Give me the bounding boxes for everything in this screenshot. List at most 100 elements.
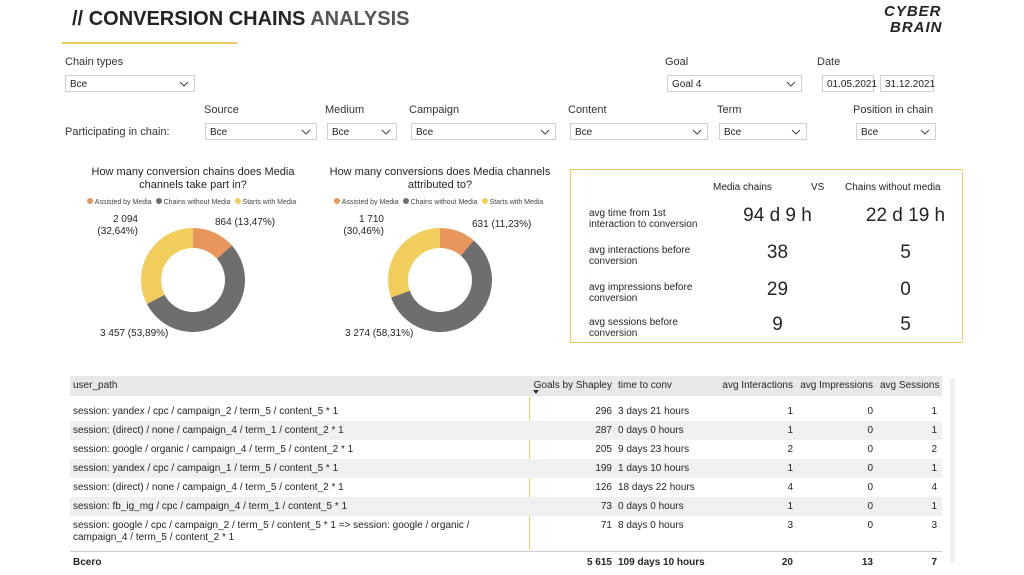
total-line: [70, 551, 942, 552]
legend-item: Starts with Media: [481, 198, 544, 206]
row-bg: [70, 421, 942, 440]
chevron: [301, 129, 311, 135]
data-label: 631 (11,23%): [472, 219, 532, 230]
table-cell[interactable]: session: google / organic / campaign_4 /…: [73, 444, 354, 455]
donut-slice: [146, 245, 245, 332]
table-cell[interactable]: session: (direct) / none / campaign_4 / …: [73, 482, 344, 493]
donut: [141, 228, 245, 332]
table-cell[interactable]: session: google / cpc / campaign_2 / ter…: [73, 520, 470, 543]
row-bg: [70, 497, 942, 516]
table-cell: 1: [931, 463, 937, 474]
total-cell: 109 days 10 hours: [618, 557, 705, 568]
chart-title: How many conversion chains does Media ch…: [91, 166, 295, 191]
scrollbar[interactable]: [950, 378, 955, 563]
legend-text: Starts with Media: [242, 199, 297, 206]
table-header-bg: [70, 376, 942, 396]
legend-swatch: [155, 198, 162, 204]
filter-label: Chain types: [65, 56, 124, 68]
kpi-header: Media chains: [713, 182, 772, 193]
legend-item: Starts with Media: [234, 198, 297, 206]
table-cell: 205: [595, 444, 612, 455]
kpi-value: 38: [766, 242, 789, 263]
donut-slice: [388, 228, 440, 298]
kpi-header: VS: [811, 182, 825, 193]
table-cell[interactable]: session: yandex / cpc / campaign_1 / ter…: [73, 463, 339, 474]
table-cell: 0 days 0 hours: [618, 425, 684, 436]
title-main: CONVERSION CHAINS: [88, 8, 306, 30]
table-cell: 18 days 22 hours: [618, 482, 695, 493]
donut-slice: [391, 240, 492, 332]
table-cell[interactable]: session: fb_ig_mg / cpc / campaign_4 / t…: [73, 501, 348, 512]
dropdown[interactable]: Все: [327, 123, 397, 140]
dropdown[interactable]: Все: [65, 75, 195, 92]
filter-label: Term: [717, 104, 742, 116]
dropdown[interactable]: Все: [411, 123, 556, 140]
filter-label: Medium: [325, 104, 365, 116]
legend-item: Chains without Media: [402, 198, 478, 206]
table-cell: 0: [867, 520, 873, 531]
legend-text: Starts with Media: [489, 199, 544, 206]
table-cell: 1: [787, 406, 793, 417]
total-cell: 7: [931, 557, 937, 568]
date-to[interactable]: 31.12.2021: [880, 75, 935, 92]
table-cell: 1: [787, 463, 793, 474]
legend-swatch: [481, 198, 488, 204]
chevron: [381, 129, 391, 135]
dropdown[interactable]: Все: [205, 123, 317, 140]
column-header: avg Interactions: [722, 380, 793, 391]
column-header: avg Sessions: [880, 380, 940, 391]
chevron: [179, 81, 189, 87]
donut-slice: [440, 228, 474, 256]
chevron: [791, 129, 801, 135]
table-cell: 0: [867, 463, 873, 474]
table-cell: 71: [600, 520, 612, 531]
donut-slice: [193, 228, 232, 259]
legend-swatch: [234, 198, 241, 204]
table-cell[interactable]: session: yandex / cpc / campaign_2 / ter…: [73, 406, 339, 417]
data-label: 1 710 (30,46%): [343, 214, 384, 237]
table-cell: 0: [867, 482, 873, 493]
chevron: [786, 81, 796, 87]
dropdown[interactable]: Все: [719, 123, 807, 140]
title-accent: ANALYSIS: [310, 8, 410, 30]
table-cell: 8 days 0 hours: [618, 520, 684, 531]
table-cell: 3: [787, 520, 793, 531]
kpi-value: 94 d 9 h: [743, 205, 812, 226]
filter-label: Source: [204, 104, 239, 116]
column-header: user_path: [73, 380, 118, 391]
table-cell: 296: [595, 406, 612, 417]
logo-line: CYBER: [884, 3, 942, 20]
filter-label: Position in chain: [853, 104, 934, 116]
kpi-value: 5: [900, 314, 911, 335]
kpi-value: 22 d 19 h: [865, 205, 946, 226]
dropdown[interactable]: Goal 4: [667, 75, 802, 92]
participating-label: Participating in chain:: [65, 126, 170, 138]
table-cell: 73: [600, 501, 612, 512]
title-underline: [62, 42, 237, 44]
legend-text: Chains without Media: [163, 199, 231, 206]
title-prefix: //: [72, 8, 84, 30]
legend-text: Assisted by Media: [341, 199, 399, 206]
legend-swatch: [86, 198, 93, 204]
sort-arrow: [533, 390, 539, 394]
table-cell: 1: [787, 501, 793, 512]
kpi-label: avg interactions before conversion: [589, 245, 691, 267]
kpi-value: 29: [766, 279, 789, 300]
table-cell: 1: [931, 425, 937, 436]
kpi-header: Chains without media: [845, 182, 941, 193]
table-cell[interactable]: session: (direct) / none / campaign_4 / …: [73, 425, 344, 436]
total-cell: Всего: [73, 557, 102, 568]
table-cell: 2: [787, 444, 793, 455]
legend-item: Assisted by Media: [86, 198, 152, 206]
date-from[interactable]: 01.05.2021: [822, 75, 877, 92]
table-cell: 9 days 23 hours: [618, 444, 690, 455]
table-cell: 287: [595, 425, 612, 436]
filter-label: Goal: [665, 56, 689, 68]
data-label: 3 274 (58,31%): [345, 328, 414, 339]
dropdown[interactable]: Все: [856, 123, 936, 140]
legend-item: Assisted by Media: [333, 198, 399, 206]
table-cell: 0: [867, 444, 873, 455]
chart-title: How many conversions does Media channels…: [329, 166, 551, 191]
dropdown[interactable]: Все: [570, 123, 708, 140]
